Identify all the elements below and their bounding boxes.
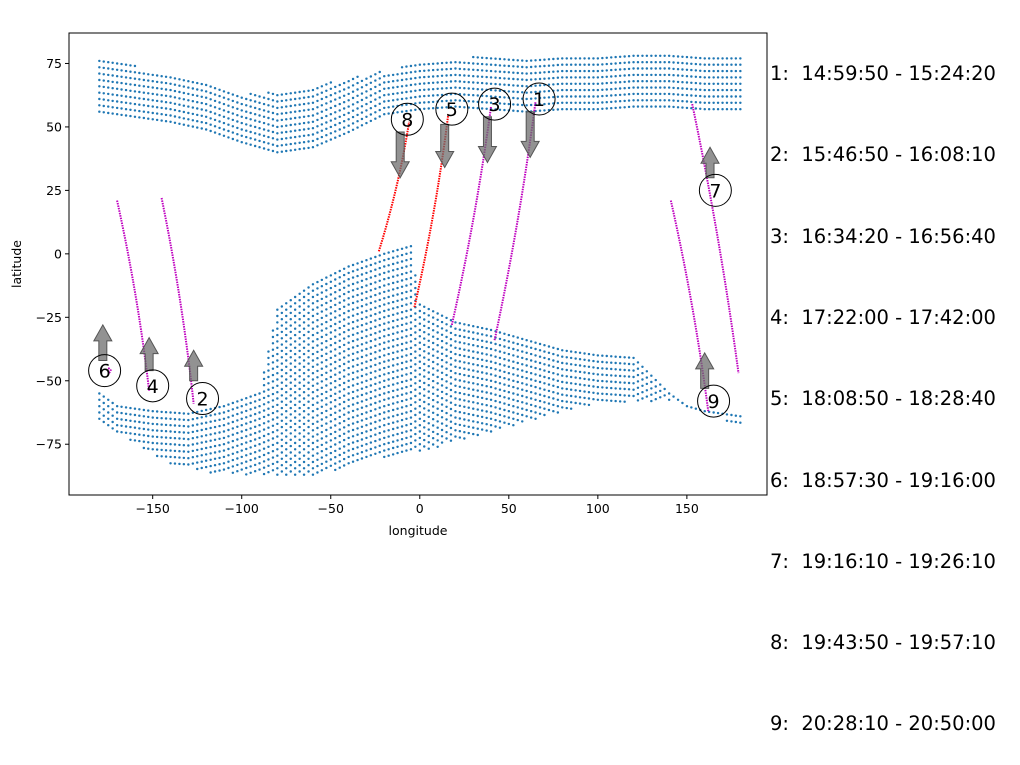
track-line-4 [116, 200, 151, 392]
legend-entry: 3: 16:34:20 - 16:56:40 [770, 224, 996, 248]
track-label-1: 1 [533, 89, 545, 111]
track-label-4: 4 [147, 376, 159, 398]
track-label-3: 3 [489, 94, 501, 116]
legend-entry: 6: 18:57:30 - 19:16:00 [770, 468, 996, 492]
y-axis-label: latitude [9, 240, 24, 288]
direction-arrow-3 [477, 116, 498, 164]
plot-frame [68, 32, 768, 496]
track-line-1 [493, 101, 537, 341]
y-tick-label: 0 [54, 246, 62, 261]
track-label-circle-9 [697, 384, 731, 418]
y-tick-label: 75 [46, 56, 62, 71]
x-axis-label: longitude [389, 523, 448, 538]
direction-arrow-8 [390, 131, 411, 179]
y-tick-label: 50 [46, 119, 62, 134]
land-points [98, 54, 742, 476]
legend-entry: 1: 14:59:50 - 15:24:20 [770, 62, 996, 86]
track-line-2 [160, 197, 195, 404]
y-tick-label: 25 [46, 183, 62, 198]
x-tick-label: 100 [586, 501, 610, 516]
legend-entry: 9: 20:28:10 - 20:50:00 [770, 712, 996, 736]
direction-arrow-7 [700, 146, 720, 179]
x-ticks: −150 −100 −50 0 50 100 150 [136, 495, 699, 516]
x-tick-label: −150 [136, 501, 170, 516]
track-label-8: 8 [401, 109, 413, 131]
track-label-circle-6 [88, 354, 122, 388]
track-label-circle-4 [136, 369, 170, 403]
track-line-6 [107, 367, 112, 375]
track-label-circle-2 [186, 382, 220, 416]
track-label-7: 7 [709, 180, 721, 202]
track-line-5 [413, 114, 450, 308]
land-dot-field [98, 54, 742, 476]
x-tick-label: −100 [225, 501, 259, 516]
track-label-5: 5 [446, 99, 458, 121]
x-tick-label: 0 [416, 501, 424, 516]
track-label-6: 6 [99, 361, 111, 383]
direction-arrow-2 [183, 349, 204, 382]
track-line-3 [450, 106, 492, 326]
legend-entry: 7: 19:16:10 - 19:26:10 [770, 549, 996, 573]
x-tick-label: 150 [675, 501, 699, 516]
legend-entry: 5: 18:08:50 - 18:28:40 [770, 387, 996, 411]
legend-entry: 4: 17:22:00 - 17:42:00 [770, 306, 996, 330]
time-legend: 1: 14:59:50 - 15:24:20 2: 15:46:50 - 16:… [770, 6, 996, 765]
direction-arrow-4 [139, 336, 159, 372]
track-label-2: 2 [196, 389, 208, 411]
arrows [92, 111, 720, 389]
direction-arrow-1 [520, 111, 541, 159]
y-tick-label: −50 [36, 373, 62, 388]
chart: 1 2 3 4 5 6 7 8 9 −150 −100 −50 0 50 100 150 −75 −50 −25… [9, 32, 768, 538]
direction-arrow-9 [694, 351, 715, 389]
x-tick-label: 50 [501, 501, 517, 516]
track-label-circle-8 [390, 102, 424, 136]
y-ticks: −75 −50 −25 0 25 50 75 [36, 56, 69, 452]
legend-entry: 2: 15:46:50 - 16:08:10 [770, 143, 996, 167]
track-labels: 1 2 3 4 5 6 7 8 9 [88, 82, 732, 418]
track-line-8 [377, 121, 411, 252]
direction-arrow-5 [434, 123, 455, 169]
track-label-circle-3 [478, 87, 512, 121]
track-label-circle-1 [522, 82, 556, 116]
x-tick-label: −50 [318, 501, 344, 516]
track-label-9: 9 [708, 391, 720, 413]
track-label-circle-5 [435, 92, 469, 126]
legend-entry: 8: 19:43:50 - 19:57:10 [770, 631, 996, 655]
direction-arrow-6 [92, 323, 113, 361]
y-tick-label: −25 [36, 310, 62, 325]
track-label-circle-7 [698, 173, 732, 207]
y-tick-label: −75 [36, 437, 62, 452]
track-line-7 [691, 103, 740, 374]
